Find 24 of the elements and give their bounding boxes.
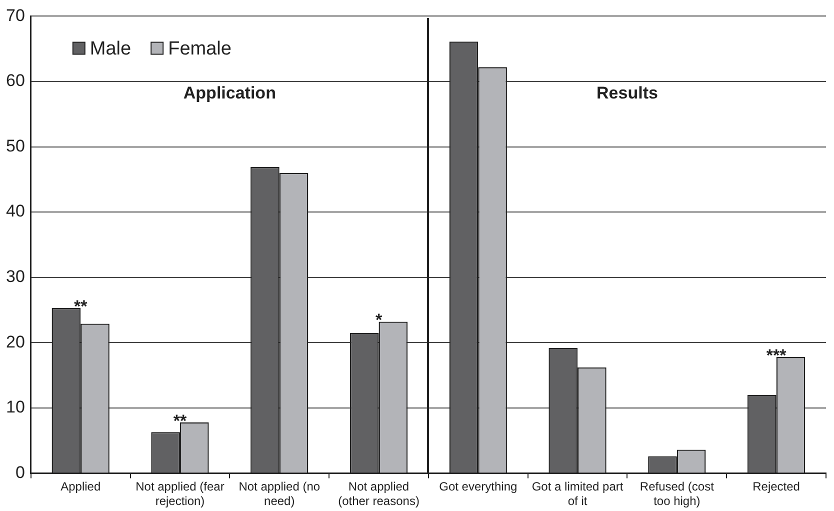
annotation: * [375, 310, 382, 330]
y-tick-label: 60 [6, 71, 25, 90]
x-tick-label: Refused (cost too high) [640, 480, 715, 508]
annotation: ** [173, 411, 187, 430]
y-tick-label: 40 [6, 202, 25, 221]
x-tick-label: Applied [60, 480, 101, 494]
y-tick-label: 20 [6, 332, 25, 352]
y-tick-label: 30 [6, 267, 25, 286]
y-tick-label: 0 [15, 462, 25, 482]
annotation: *** [766, 346, 787, 365]
x-tick-label: Not applied (other reasons) [338, 480, 420, 508]
annotation: Application [183, 84, 276, 103]
x-tick-label: Got everything [439, 480, 518, 494]
legend-label: Female [168, 38, 232, 60]
annotation: ** [74, 297, 88, 316]
y-tick-label: 50 [6, 136, 25, 156]
y-tick-label: 70 [6, 6, 25, 25]
x-tick-label: Not applied (no need) [238, 480, 320, 508]
x-tick-label: Got a limited part of it [532, 480, 624, 508]
annotation: Results [596, 84, 658, 103]
legend-label: Male [90, 38, 132, 60]
x-tick-label: Not applied (fear rejection) [136, 480, 224, 508]
y-tick-label: 10 [6, 398, 25, 417]
x-tick-label: Rejected [752, 480, 800, 494]
